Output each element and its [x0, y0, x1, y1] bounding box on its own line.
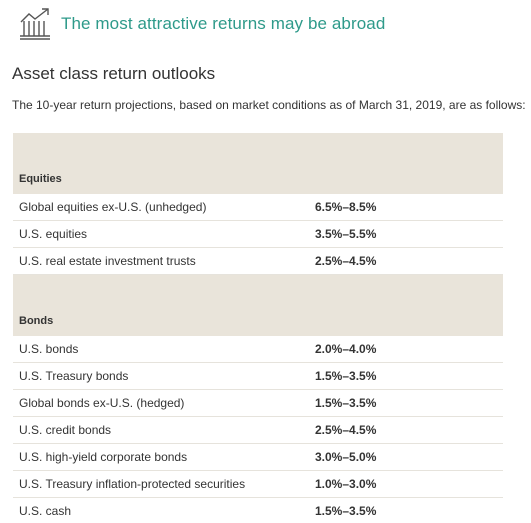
- section-header-bonds: Bonds: [13, 274, 503, 336]
- asset-class-name: U.S. Treasury inflation-protected securi…: [13, 470, 315, 498]
- return-range: 3.0%–5.0%: [315, 443, 503, 471]
- asset-class-name: U.S. high-yield corporate bonds: [13, 443, 315, 471]
- return-range: 1.5%–3.5%: [315, 389, 503, 417]
- return-range: 6.5%–8.5%: [315, 193, 503, 221]
- section-header-equities: Equities: [13, 133, 503, 194]
- return-range: 2.5%–4.5%: [315, 247, 503, 275]
- return-range: 2.5%–4.5%: [315, 416, 503, 444]
- return-range: 3.5%–5.5%: [315, 220, 503, 248]
- asset-class-name: Global equities ex-U.S. (unhedged): [13, 193, 315, 221]
- table-row: U.S. credit bonds 2.5%–4.5%: [13, 416, 503, 444]
- banner-title: The most attractive returns may be abroa…: [61, 14, 386, 33]
- table-row: U.S. equities 3.5%–5.5%: [13, 220, 503, 248]
- section-label: Equities: [13, 133, 503, 194]
- table-row: U.S. cash 1.5%–3.5%: [13, 497, 503, 523]
- page-heading: Asset class return outlooks: [12, 64, 216, 83]
- table-row: U.S. real estate investment trusts 2.5%–…: [13, 247, 503, 275]
- returns-table: Equities Global equities ex-U.S. (unhedg…: [13, 133, 503, 523]
- table-row: U.S. Treasury bonds 1.5%–3.5%: [13, 362, 503, 390]
- table-row: U.S. high-yield corporate bonds 3.0%–5.0…: [13, 443, 503, 471]
- table-row: Global equities ex-U.S. (unhedged) 6.5%–…: [13, 193, 503, 221]
- table-row: Global bonds ex-U.S. (hedged) 1.5%–3.5%: [13, 389, 503, 417]
- return-range: 1.5%–3.5%: [315, 362, 503, 390]
- asset-class-name: U.S. real estate investment trusts: [13, 247, 315, 275]
- asset-class-name: U.S. equities: [13, 220, 315, 248]
- asset-class-name: U.S. bonds: [13, 335, 315, 363]
- table-row: U.S. bonds 2.0%–4.0%: [13, 335, 503, 363]
- intro-text: The 10-year return projections, based on…: [12, 98, 526, 112]
- return-range: 1.0%–3.0%: [315, 470, 503, 498]
- asset-class-name: U.S. credit bonds: [13, 416, 315, 444]
- asset-class-name: Global bonds ex-U.S. (hedged): [13, 389, 315, 417]
- return-range: 1.5%–3.5%: [315, 497, 503, 523]
- asset-class-name: U.S. Treasury bonds: [13, 362, 315, 390]
- return-range: 2.0%–4.0%: [315, 335, 503, 363]
- table-row: U.S. Treasury inflation-protected securi…: [13, 470, 503, 498]
- building-chart-icon: [20, 8, 50, 40]
- banner: The most attractive returns may be abroa…: [18, 6, 385, 42]
- section-label: Bonds: [13, 274, 503, 336]
- asset-class-name: U.S. cash: [13, 497, 315, 523]
